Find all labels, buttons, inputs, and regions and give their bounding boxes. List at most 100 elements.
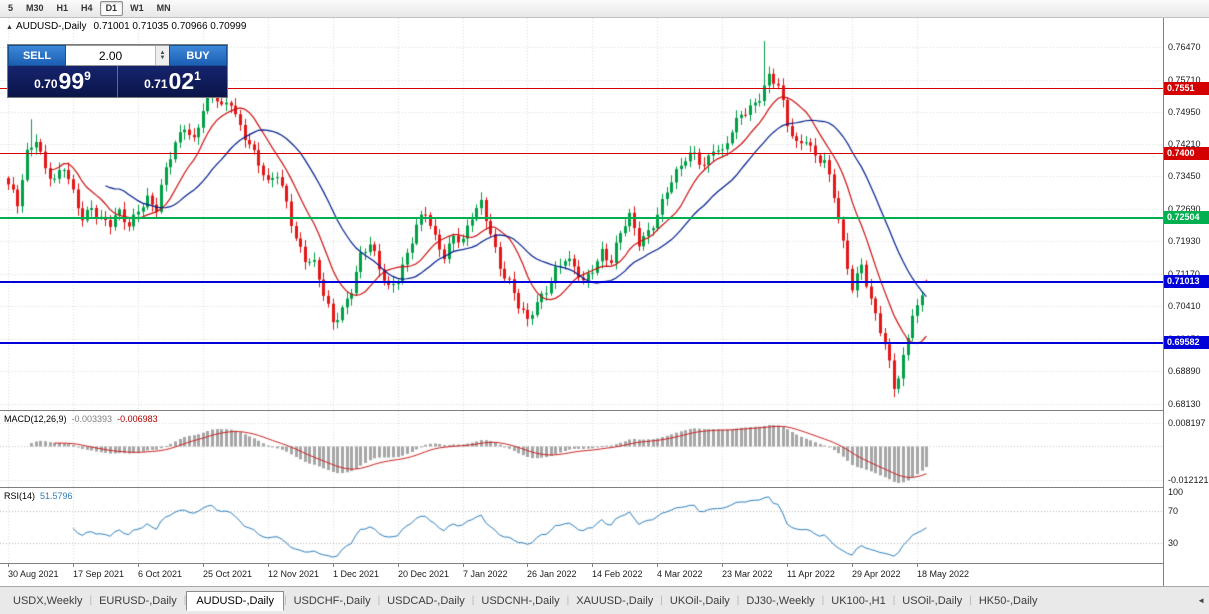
- sell-price-pipette: 9: [84, 68, 91, 83]
- time-axis-tick: [852, 564, 853, 567]
- price-display: 0.70 99 9 0.71 02 1: [8, 66, 227, 97]
- rsi-value: 51.5796: [40, 491, 73, 501]
- volume-field[interactable]: 2.00 ▲ ▼: [66, 45, 169, 66]
- time-axis-label: 6 Oct 2021: [138, 569, 183, 579]
- time-axis-label: 11 Apr 2022: [787, 569, 835, 579]
- buy-button[interactable]: BUY: [169, 45, 227, 66]
- macd-value-main: -0.003393: [71, 414, 113, 424]
- price-axis-label: 0.71170: [1168, 268, 1200, 279]
- macd-label: MACD(12,26,9) -0.003393 -0.006983: [4, 414, 158, 424]
- price-axis-label: 0.70410: [1168, 301, 1201, 312]
- timeframe-button-5[interactable]: 5: [8, 3, 14, 13]
- level-line-072504[interactable]: [0, 217, 1163, 219]
- time-axis-tick: [333, 564, 334, 567]
- time-axis-label: 29 Apr 2022: [852, 569, 901, 579]
- time-axis-label: 20 Dec 2021: [398, 569, 450, 579]
- tab-separator: |: [377, 595, 381, 606]
- macd-axis-label: -0.012121: [1168, 475, 1209, 485]
- tab-separator: |: [736, 595, 740, 606]
- chart-tab-usdchf[interactable]: USDCHF-,Daily: [293, 594, 371, 607]
- trade-controls-row: SELL 2.00 ▲ ▼ BUY: [8, 45, 227, 66]
- chart-window[interactable]: ▲ AUDUSD-,Daily 0.71001 0.71035 0.70966 0.…: [0, 18, 1209, 586]
- time-axis-tick: [592, 564, 593, 567]
- one-click-trading-panel: SELL 2.00 ▲ ▼ BUY 0.70 99 9 0.71 02 1: [7, 44, 228, 98]
- rsi-name: RSI(14): [4, 491, 36, 501]
- level-line-07551[interactable]: [0, 88, 1163, 89]
- chart-ohlc-values: 0.71001 0.71035 0.70966 0.70999: [93, 21, 247, 32]
- macd-canvas[interactable]: [0, 411, 1163, 487]
- timeframe-button-mn[interactable]: MN: [156, 3, 171, 13]
- chart-tab-usdcnh[interactable]: USDCNH-,Daily: [481, 594, 560, 607]
- time-axis-label: 23 Mar 2022: [722, 569, 773, 579]
- sell-button[interactable]: SELL: [8, 45, 66, 66]
- chart-title: ▲ AUDUSD-,Daily 0.71001 0.71035 0.70966 0.…: [6, 21, 246, 32]
- tab-separator: |: [892, 595, 896, 606]
- rsi-axis-label: 100: [1168, 487, 1184, 497]
- chart-tab-usdx[interactable]: USDX,Weekly: [13, 594, 83, 607]
- time-axis-label: 7 Jan 2022: [463, 569, 508, 579]
- time-axis-tick: [268, 564, 269, 567]
- price-axis-label: 0.73450: [1168, 171, 1201, 182]
- macd-value-signal: -0.006983: [117, 414, 158, 424]
- level-line-069582[interactable]: [0, 342, 1163, 344]
- chart-tab-usoil[interactable]: USOil-,Daily: [902, 594, 963, 607]
- rsi-label: RSI(14) 51.5796: [4, 491, 73, 501]
- volume-up-icon[interactable]: ▲: [159, 49, 166, 56]
- rsi-axis-label: 30: [1168, 538, 1179, 548]
- chart-tab-audusd[interactable]: AUDUSD-,Daily: [186, 590, 284, 611]
- level-line-07400[interactable]: [0, 153, 1163, 154]
- sell-price-prefix: 0.70: [34, 76, 58, 91]
- price-tag-069582: 0.69582: [1164, 336, 1209, 349]
- sell-price[interactable]: 0.70 99 9: [8, 66, 117, 97]
- pane-separator[interactable]: [0, 487, 1209, 488]
- time-axis-tick: [8, 564, 9, 567]
- price-tag-07551: 0.7551: [1164, 82, 1209, 95]
- pane-separator[interactable]: [0, 410, 1209, 411]
- time-axis-label: 1 Dec 2021: [333, 569, 380, 579]
- level-line-071013[interactable]: [0, 281, 1163, 283]
- chart-tab-hk50[interactable]: HK50-,Daily: [978, 594, 1038, 607]
- tab-separator: |: [969, 595, 972, 606]
- time-axis-label: 18 May 2022: [917, 569, 970, 579]
- chart-tab-xauusd[interactable]: XAUUSD-,Daily: [576, 594, 654, 607]
- chart-tab-uk100[interactable]: UK100-,H1: [831, 594, 886, 607]
- chart-icon: ▲: [6, 24, 13, 31]
- timeframe-button-d1[interactable]: D1: [99, 1, 124, 16]
- price-tag-071013: 0.71013: [1164, 275, 1209, 288]
- tab-separator: |: [283, 595, 287, 606]
- tab-separator: |: [471, 595, 475, 606]
- price-axis-label: 0.74950: [1168, 107, 1201, 118]
- time-axis-tick: [722, 564, 723, 567]
- tab-separator: |: [660, 595, 663, 606]
- volume-value: 2.00: [98, 48, 123, 63]
- timeframe-button-h1[interactable]: H1: [56, 3, 69, 13]
- buy-price[interactable]: 0.71 02 1: [117, 66, 227, 97]
- timeframe-button-w1[interactable]: W1: [130, 3, 144, 13]
- timeframe-button-h4[interactable]: H4: [81, 3, 93, 13]
- buy-price-pips: 02: [168, 68, 195, 94]
- volume-stepper[interactable]: ▲ ▼: [155, 46, 169, 65]
- time-axis-label: 17 Sep 2021: [73, 569, 125, 579]
- chart-tab-bar: USDX,Weekly | EURUSD-,Daily | AUDUSD-,Daily |…: [0, 586, 1209, 614]
- macd-axis-label: 0.008197: [1168, 418, 1206, 428]
- price-tag-07400: 0.7400: [1164, 147, 1209, 160]
- sell-price-pips: 99: [58, 68, 85, 94]
- tab-scroll-left-icon[interactable]: ◄: [1197, 596, 1205, 605]
- time-axis-tick: [527, 564, 528, 567]
- tab-separator: |: [821, 595, 825, 606]
- time-axis[interactable]: 30 Aug 2021 17 Sep 2021 6 Oct 2021 25 Oct 2…: [0, 563, 1209, 586]
- chart-tab-eurusd[interactable]: EURUSD-,Daily: [99, 594, 177, 607]
- price-scale[interactable]: 0.76470 0.75710 0.74950 0.74210 0.73450 0.726…: [1163, 18, 1209, 586]
- macd-name: MACD(12,26,9): [4, 414, 67, 424]
- chart-symbol-label: AUDUSD-,Daily: [15, 21, 87, 32]
- timeframe-button-m30[interactable]: M30: [26, 3, 44, 13]
- chart-tab-ukoil[interactable]: UKOil-,Daily: [669, 594, 730, 607]
- chart-tab-usdcad[interactable]: USDCAD-,Daily: [387, 594, 465, 607]
- volume-down-icon[interactable]: ▼: [159, 54, 166, 61]
- tab-separator: |: [183, 595, 187, 606]
- time-axis-tick: [787, 564, 788, 567]
- chart-tab-dj30[interactable]: DJ30-,Weekly: [746, 594, 815, 607]
- time-axis-label: 4 Mar 2022: [657, 569, 703, 579]
- price-axis-label: 0.76470: [1168, 42, 1201, 52]
- rsi-canvas[interactable]: [0, 488, 1163, 563]
